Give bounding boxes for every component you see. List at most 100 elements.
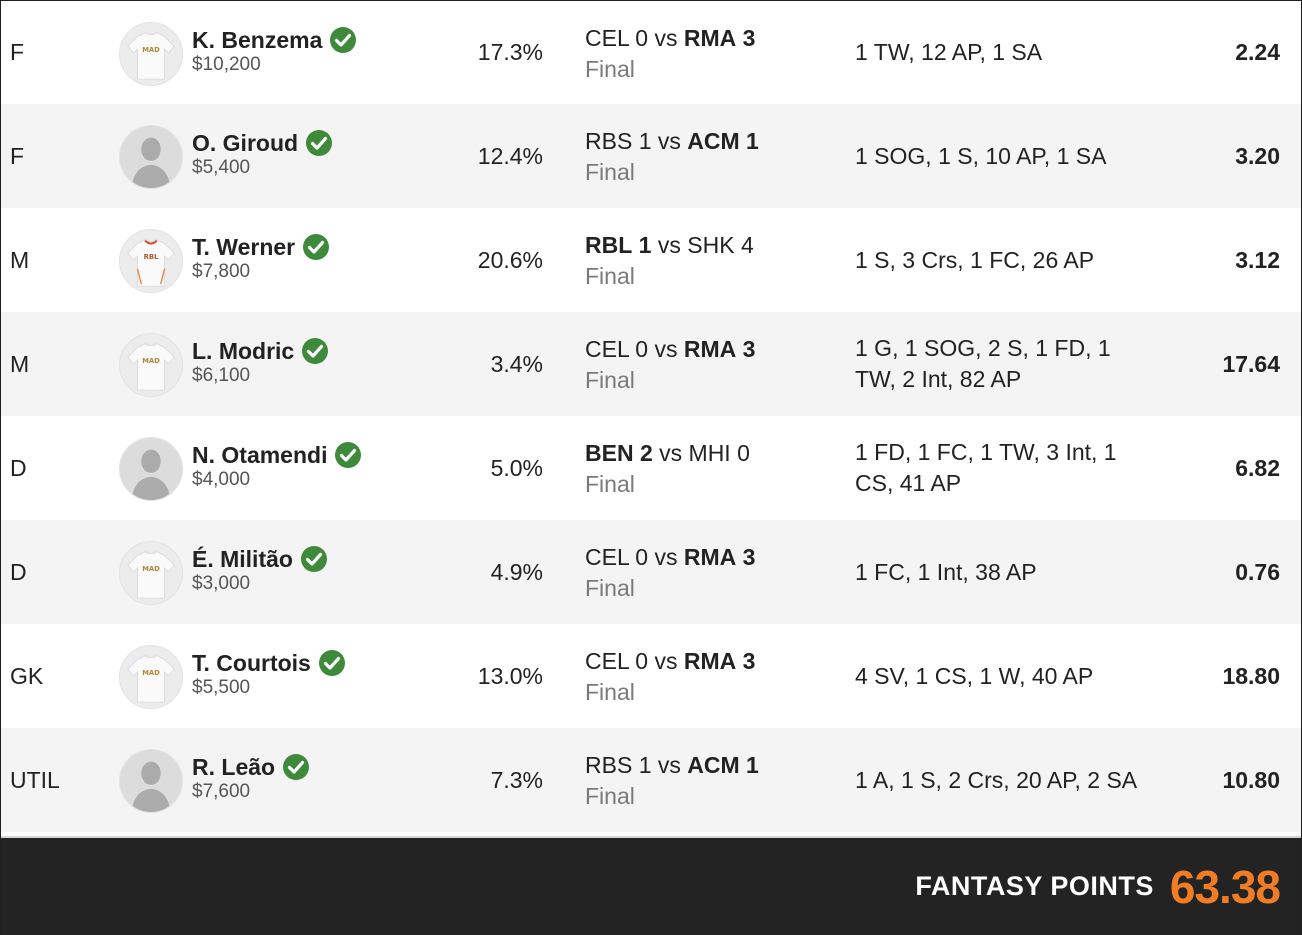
silhouette-icon (120, 438, 182, 500)
score-b: 3 (742, 336, 756, 362)
player-stats: 1 A, 1 S, 2 Crs, 20 AP, 2 SA (855, 766, 1138, 793)
player-salary: $3,000 (192, 573, 251, 594)
jersey-mad-icon: MAD (120, 334, 182, 396)
player-row-2[interactable]: F O. Giroud $5,400 12.4% RBS 1 vs ACM 1 … (1, 104, 1301, 208)
game-info: CEL 0 vs RMA 3 Final (585, 336, 755, 394)
player-name[interactable]: T. Werner (192, 233, 296, 260)
player-info: N. Otamendi $4,000 (192, 439, 362, 491)
score-a: 0 (635, 25, 649, 51)
player-avatar[interactable] (119, 749, 183, 813)
game-matchup: RBS 1 vs ACM 1 (585, 752, 759, 778)
score-b: 4 (740, 232, 754, 258)
check-circle-icon (318, 649, 346, 677)
player-name[interactable]: T. Courtois (192, 649, 311, 676)
player-name[interactable]: N. Otamendi (192, 441, 328, 468)
game-info: RBS 1 vs ACM 1 Final (585, 752, 759, 810)
player-salary: $5,500 (192, 677, 251, 698)
player-fantasy-points: 6.82 (1235, 454, 1280, 481)
player-row-5[interactable]: D N. Otamendi $4,000 5.0% BEN 2 vs MHI 0… (1, 416, 1301, 520)
player-row-4[interactable]: M MAD L. Modric $6,100 3.4% CEL 0 vs RMA… (1, 312, 1301, 416)
player-row-7[interactable]: GK MAD T. Courtois $5,500 13.0% CEL 0 vs… (1, 624, 1301, 728)
ownership-percent: 13.0% (477, 662, 543, 689)
score-b: 1 (746, 752, 759, 778)
player-stats: 1 SOG, 1 S, 10 AP, 1 SA (855, 142, 1107, 169)
game-info: CEL 0 vs RMA 3 Final (585, 25, 755, 83)
player-salary: $7,600 (192, 781, 251, 802)
fantasy-points-footer: FANTASY POINTS 63.38 (1, 836, 1301, 935)
jersey-mad-icon: MAD (120, 23, 182, 85)
player-info: É. Militão $3,000 (192, 543, 328, 595)
player-stats: 1 G, 1 SOG, 2 S, 1 FD, 1 TW, 2 Int, 82 A… (855, 335, 1111, 392)
jersey-mad-icon: MAD (120, 646, 182, 708)
ownership-percent: 7.3% (490, 766, 543, 793)
game-matchup: RBS 1 vs ACM 1 (585, 128, 759, 154)
game-matchup: CEL 0 vs RMA 3 (585, 25, 756, 51)
score-b: 3 (742, 25, 756, 51)
check-circle-icon (301, 337, 329, 365)
player-avatar[interactable]: MAD (119, 22, 183, 86)
check-circle-icon (302, 233, 330, 261)
ownership-percent: 17.3% (477, 39, 543, 65)
player-avatar[interactable]: RBL (119, 229, 183, 293)
player-stats: 1 FD, 1 FC, 1 TW, 3 Int, 1 CS, 41 AP (855, 439, 1117, 496)
team-a: RBS (585, 128, 633, 154)
player-info: L. Modric $6,100 (192, 335, 329, 387)
score-b: 0 (737, 440, 750, 466)
player-stats: 1 S, 3 Crs, 1 FC, 26 AP (855, 246, 1095, 273)
game-status: Final (585, 679, 635, 705)
ownership-percent: 3.4% (490, 350, 543, 377)
player-name[interactable]: K. Benzema (192, 26, 323, 53)
check-circle-icon (300, 545, 328, 573)
player-name[interactable]: R. Leão (192, 753, 276, 780)
player-salary: $4,000 (192, 469, 251, 490)
score-a: 0 (635, 544, 649, 570)
player-avatar[interactable]: MAD (119, 541, 183, 605)
check-circle-icon (305, 129, 333, 157)
fantasy-points-total: 63.38 (1169, 860, 1281, 913)
team-a: RBS (585, 752, 633, 778)
player-salary: $6,100 (192, 365, 251, 386)
game-info: RBS 1 vs ACM 1 Final (585, 128, 759, 186)
player-name[interactable]: É. Militão (192, 545, 293, 572)
player-fantasy-points: 0.76 (1235, 558, 1280, 585)
svg-text:MAD: MAD (142, 46, 160, 54)
team-b: RMA (683, 544, 737, 570)
player-row-8[interactable]: UTIL R. Leão $7,600 7.3% RBS 1 vs ACM 1 … (1, 728, 1301, 832)
svg-text:MAD: MAD (142, 565, 160, 573)
score-a: 0 (635, 336, 649, 362)
game-status: Final (585, 367, 635, 393)
team-b: RMA (683, 336, 737, 362)
team-a: BEN (585, 440, 634, 466)
player-avatar[interactable] (119, 125, 183, 189)
player-avatar[interactable] (119, 437, 183, 501)
player-name[interactable]: L. Modric (192, 337, 295, 364)
team-b: SHK (687, 232, 735, 258)
player-avatar[interactable]: MAD (119, 333, 183, 397)
player-name[interactable]: O. Giroud (192, 129, 299, 156)
player-avatar[interactable]: MAD (119, 645, 183, 709)
position-label: M (10, 246, 30, 273)
team-a: CEL (585, 648, 629, 674)
team-a: CEL (585, 25, 629, 51)
team-a: RBL (585, 232, 633, 258)
player-row-3[interactable]: M RBL T. Werner $7,800 20.6% RBL 1 vs SH… (1, 208, 1301, 312)
jersey-mad-icon: MAD (120, 542, 182, 604)
score-a: 0 (635, 648, 649, 674)
ownership-percent: 5.0% (490, 454, 543, 481)
score-b: 3 (742, 648, 756, 674)
team-b: RMA (683, 648, 737, 674)
game-info: CEL 0 vs RMA 3 Final (585, 544, 755, 602)
player-fantasy-points: 10.80 (1222, 766, 1280, 793)
game-matchup: CEL 0 vs RMA 3 (585, 648, 756, 674)
team-b: RMA (683, 25, 737, 51)
player-info: K. Benzema $10,200 (192, 24, 357, 76)
position-label: D (10, 558, 27, 585)
player-row-6[interactable]: D MAD É. Militão $3,000 4.9% CEL 0 vs RM… (1, 520, 1301, 624)
game-status: Final (585, 575, 635, 601)
team-a: CEL (585, 544, 629, 570)
team-b: ACM (687, 128, 740, 154)
player-fantasy-points: 18.80 (1222, 662, 1280, 689)
check-circle-icon (334, 441, 362, 469)
player-row-1[interactable]: F MAD K. Benzema $10,200 17.3% CEL 0 vs … (1, 0, 1301, 104)
ownership-percent: 20.6% (477, 246, 543, 273)
